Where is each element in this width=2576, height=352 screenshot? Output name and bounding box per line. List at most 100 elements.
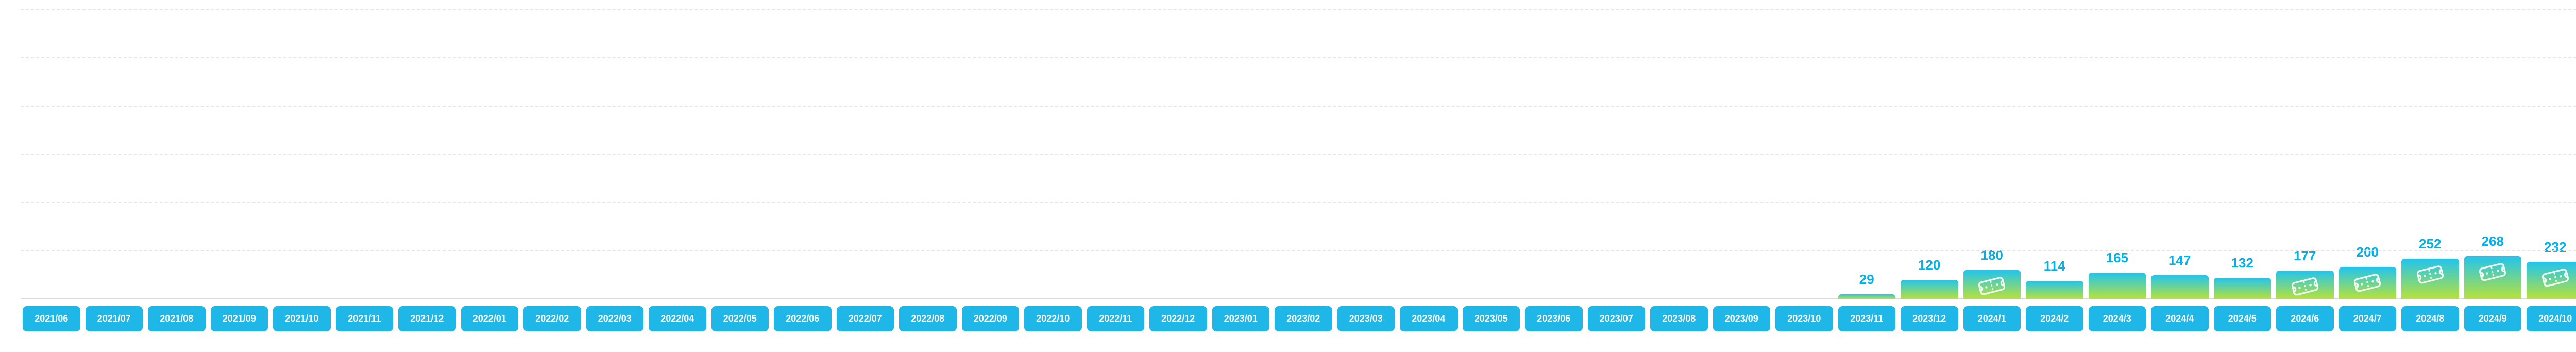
ticket-icon xyxy=(2540,267,2570,289)
x-axis-label: 2024/10 xyxy=(2527,306,2576,331)
bar-slot xyxy=(336,10,394,299)
ticket-icon xyxy=(2415,264,2445,286)
bars-row: 29120180114165147132177200252268232204 xyxy=(21,10,2576,299)
bar-value-label: 165 xyxy=(2089,250,2146,266)
bar-value-label: 114 xyxy=(2026,258,2083,274)
bar-slot xyxy=(586,10,644,299)
bar-slot xyxy=(148,10,206,299)
bar: 232 xyxy=(2527,262,2576,299)
bar: 120 xyxy=(1901,280,1958,299)
bar-slot xyxy=(398,10,456,299)
bar-slot xyxy=(211,10,268,299)
bar-slot: 29 xyxy=(1838,10,1896,299)
bar: 177 xyxy=(2276,271,2334,299)
bar-value-label: 29 xyxy=(1838,272,1896,288)
ticket-icon xyxy=(2290,276,2320,297)
grid-line xyxy=(21,9,2576,10)
x-axis-label: 2023/01 xyxy=(1212,306,1270,331)
x-axis-label: 2023/12 xyxy=(1901,306,1958,331)
bar-slot xyxy=(962,10,1020,299)
bar-slot xyxy=(1525,10,1583,299)
bar-slot: 180 xyxy=(1963,10,2021,299)
x-axis-label: 2023/04 xyxy=(1400,306,1458,331)
bar: 268 xyxy=(2464,256,2522,299)
bar: 114 xyxy=(2026,281,2083,299)
bar-value-label: 132 xyxy=(2214,255,2272,271)
bar-slot xyxy=(1024,10,1082,299)
x-axis-label: 2022/02 xyxy=(523,306,581,331)
x-axis-label: 2021/06 xyxy=(23,306,80,331)
x-axis-label: 2022/08 xyxy=(899,306,957,331)
bar-slot xyxy=(23,10,80,299)
grid-line xyxy=(21,106,2576,107)
x-axis-label: 2022/04 xyxy=(649,306,706,331)
bar-slot xyxy=(1463,10,1520,299)
x-axis-label: 2024/5 xyxy=(2214,306,2272,331)
x-axis-label: 2021/07 xyxy=(86,306,143,331)
bar-value-label: 120 xyxy=(1901,257,1958,273)
bar-slot xyxy=(1713,10,1771,299)
bar-slot: 177 xyxy=(2276,10,2334,299)
bar-slot: 147 xyxy=(2151,10,2209,299)
ticket-icon xyxy=(2478,261,2507,283)
bar-slot xyxy=(1275,10,1332,299)
bar-slot xyxy=(837,10,894,299)
bar-slot xyxy=(774,10,832,299)
x-axis-label: 2024/4 xyxy=(2151,306,2209,331)
x-axis-label: 2021/12 xyxy=(398,306,456,331)
bar-slot xyxy=(523,10,581,299)
bar-value-label: 147 xyxy=(2151,253,2209,269)
x-axis-label: 2022/09 xyxy=(962,306,1020,331)
grid-line xyxy=(21,154,2576,155)
ticket-icon xyxy=(1977,275,2007,297)
bar: 132 xyxy=(2214,278,2272,299)
bar-slot xyxy=(1087,10,1145,299)
bar: 180 xyxy=(1963,270,2021,299)
bar-slot xyxy=(711,10,769,299)
bar-slot: 232 xyxy=(2527,10,2576,299)
x-axis-label: 2022/05 xyxy=(711,306,769,331)
bar: 147 xyxy=(2151,275,2209,299)
x-axis-label: 2024/7 xyxy=(2339,306,2397,331)
bar: 29 xyxy=(1838,294,1896,299)
x-axis-label: 2021/10 xyxy=(273,306,331,331)
x-axis-label: 2024/3 xyxy=(2089,306,2146,331)
plot-area: 29120180114165147132177200252268232204 xyxy=(21,10,2576,299)
bar: 165 xyxy=(2089,273,2146,299)
bar-slot xyxy=(273,10,331,299)
bar-slot: 268 xyxy=(2464,10,2522,299)
x-axis-label: 2023/03 xyxy=(1337,306,1395,331)
bar-value-label: 232 xyxy=(2527,239,2576,255)
bar-slot xyxy=(1650,10,1708,299)
bar-value-label: 200 xyxy=(2339,244,2397,260)
bar-slot xyxy=(899,10,957,299)
x-axis-label: 2024/9 xyxy=(2464,306,2522,331)
monthly-bar-chart: 29120180114165147132177200252268232204 2… xyxy=(0,0,2576,352)
bar-slot xyxy=(649,10,706,299)
x-axis-label: 2024/6 xyxy=(2276,306,2334,331)
x-axis-label: 2022/07 xyxy=(837,306,894,331)
x-axis-label: 2022/12 xyxy=(1149,306,1207,331)
bar-slot: 252 xyxy=(2401,10,2459,299)
x-axis-label: 2022/01 xyxy=(461,306,519,331)
x-axis-label: 2023/11 xyxy=(1838,306,1896,331)
x-axis-label: 2023/05 xyxy=(1463,306,1520,331)
grid-line xyxy=(21,57,2576,58)
x-axis-label: 2022/11 xyxy=(1087,306,1145,331)
bar-slot xyxy=(1337,10,1395,299)
bar-slot xyxy=(1212,10,1270,299)
bar-slot: 132 xyxy=(2214,10,2272,299)
bar-slot xyxy=(1149,10,1207,299)
x-axis-label: 2023/09 xyxy=(1713,306,1771,331)
bar-slot xyxy=(461,10,519,299)
x-axis-label: 2023/07 xyxy=(1588,306,1646,331)
x-axis-label: 2024/1 xyxy=(1963,306,2021,331)
x-axis-label: 2023/02 xyxy=(1275,306,1332,331)
bar-slot xyxy=(86,10,143,299)
x-axis-label: 2022/06 xyxy=(774,306,832,331)
grid-line xyxy=(21,250,2576,251)
x-axis-label: 2022/10 xyxy=(1024,306,1082,331)
bar-slot: 200 xyxy=(2339,10,2397,299)
x-axis: 2021/062021/072021/082021/092021/102021/… xyxy=(21,306,2576,331)
bar-value-label: 268 xyxy=(2464,233,2522,249)
